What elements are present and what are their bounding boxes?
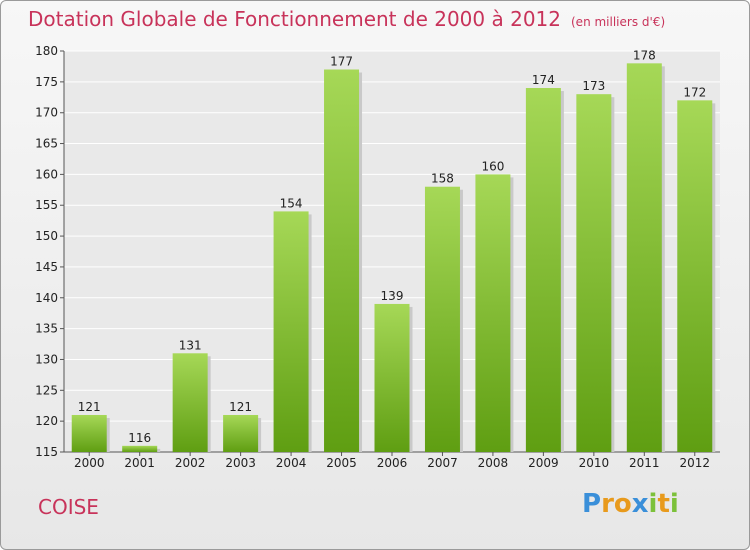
bar: [374, 303, 410, 452]
bar: [223, 414, 259, 452]
x-tick-label: 2005: [326, 456, 357, 470]
bar: [677, 100, 713, 452]
bar: [576, 94, 612, 452]
logo-letter: r: [601, 489, 614, 519]
logo-letter: x: [631, 489, 649, 519]
y-tick-label: 165: [35, 137, 58, 151]
bar: [273, 211, 309, 452]
proxiti-logo: Proxiti: [582, 489, 679, 519]
y-tick-label: 125: [35, 383, 58, 397]
x-tick-label: 2011: [629, 456, 660, 470]
data-label: 160: [481, 159, 504, 173]
bar: [424, 186, 460, 452]
y-tick-label: 150: [35, 229, 58, 243]
y-tick-label: 140: [35, 291, 58, 305]
data-label: 154: [280, 196, 303, 210]
data-label: 116: [128, 431, 151, 445]
data-label: 121: [78, 400, 101, 414]
bar: [172, 353, 208, 452]
x-tick-label: 2008: [478, 456, 509, 470]
x-tick-label: 2012: [679, 456, 710, 470]
bar: [324, 69, 360, 452]
x-tick-label: 2009: [528, 456, 559, 470]
bar: [475, 174, 511, 452]
y-tick-label: 180: [35, 44, 58, 58]
logo-letter: t: [657, 489, 670, 519]
commune-name: COISE: [38, 495, 99, 519]
data-label: 172: [683, 85, 706, 99]
x-tick-label: 2007: [427, 456, 458, 470]
x-tick-label: 2010: [579, 456, 610, 470]
logo-letter: i: [669, 489, 679, 519]
data-label: 177: [330, 55, 353, 69]
y-tick-label: 115: [35, 445, 58, 459]
bar: [71, 414, 107, 452]
x-tick-label: 2006: [377, 456, 408, 470]
y-tick-label: 135: [35, 322, 58, 336]
title-text: Dotation Globale de Fonctionnement de 20…: [28, 7, 561, 31]
x-tick-label: 2001: [124, 456, 155, 470]
data-label: 131: [179, 338, 202, 352]
y-tick-label: 160: [35, 167, 58, 181]
y-tick-label: 120: [35, 414, 58, 428]
data-label: 158: [431, 172, 454, 186]
bar: [626, 63, 662, 452]
data-label: 173: [582, 79, 605, 93]
data-label: 174: [532, 73, 555, 87]
x-tick-label: 2003: [225, 456, 256, 470]
data-label: 178: [633, 48, 656, 62]
data-label: 139: [381, 289, 404, 303]
data-label: 121: [229, 400, 252, 414]
logo-letter: o: [613, 489, 632, 519]
logo-letter: i: [648, 489, 658, 519]
y-tick-label: 175: [35, 75, 58, 89]
bar: [122, 445, 158, 452]
y-tick-label: 170: [35, 106, 58, 120]
logo-letter: P: [582, 489, 602, 519]
x-tick-label: 2002: [175, 456, 206, 470]
bar: [525, 88, 561, 452]
chart-title: Dotation Globale de Fonctionnement de 20…: [28, 7, 665, 31]
y-tick-label: 155: [35, 198, 58, 212]
y-tick-label: 130: [35, 352, 58, 366]
title-unit: (en milliers d'€): [571, 15, 666, 29]
x-tick-label: 2000: [74, 456, 105, 470]
x-tick-label: 2004: [276, 456, 307, 470]
y-tick-label: 145: [35, 260, 58, 274]
